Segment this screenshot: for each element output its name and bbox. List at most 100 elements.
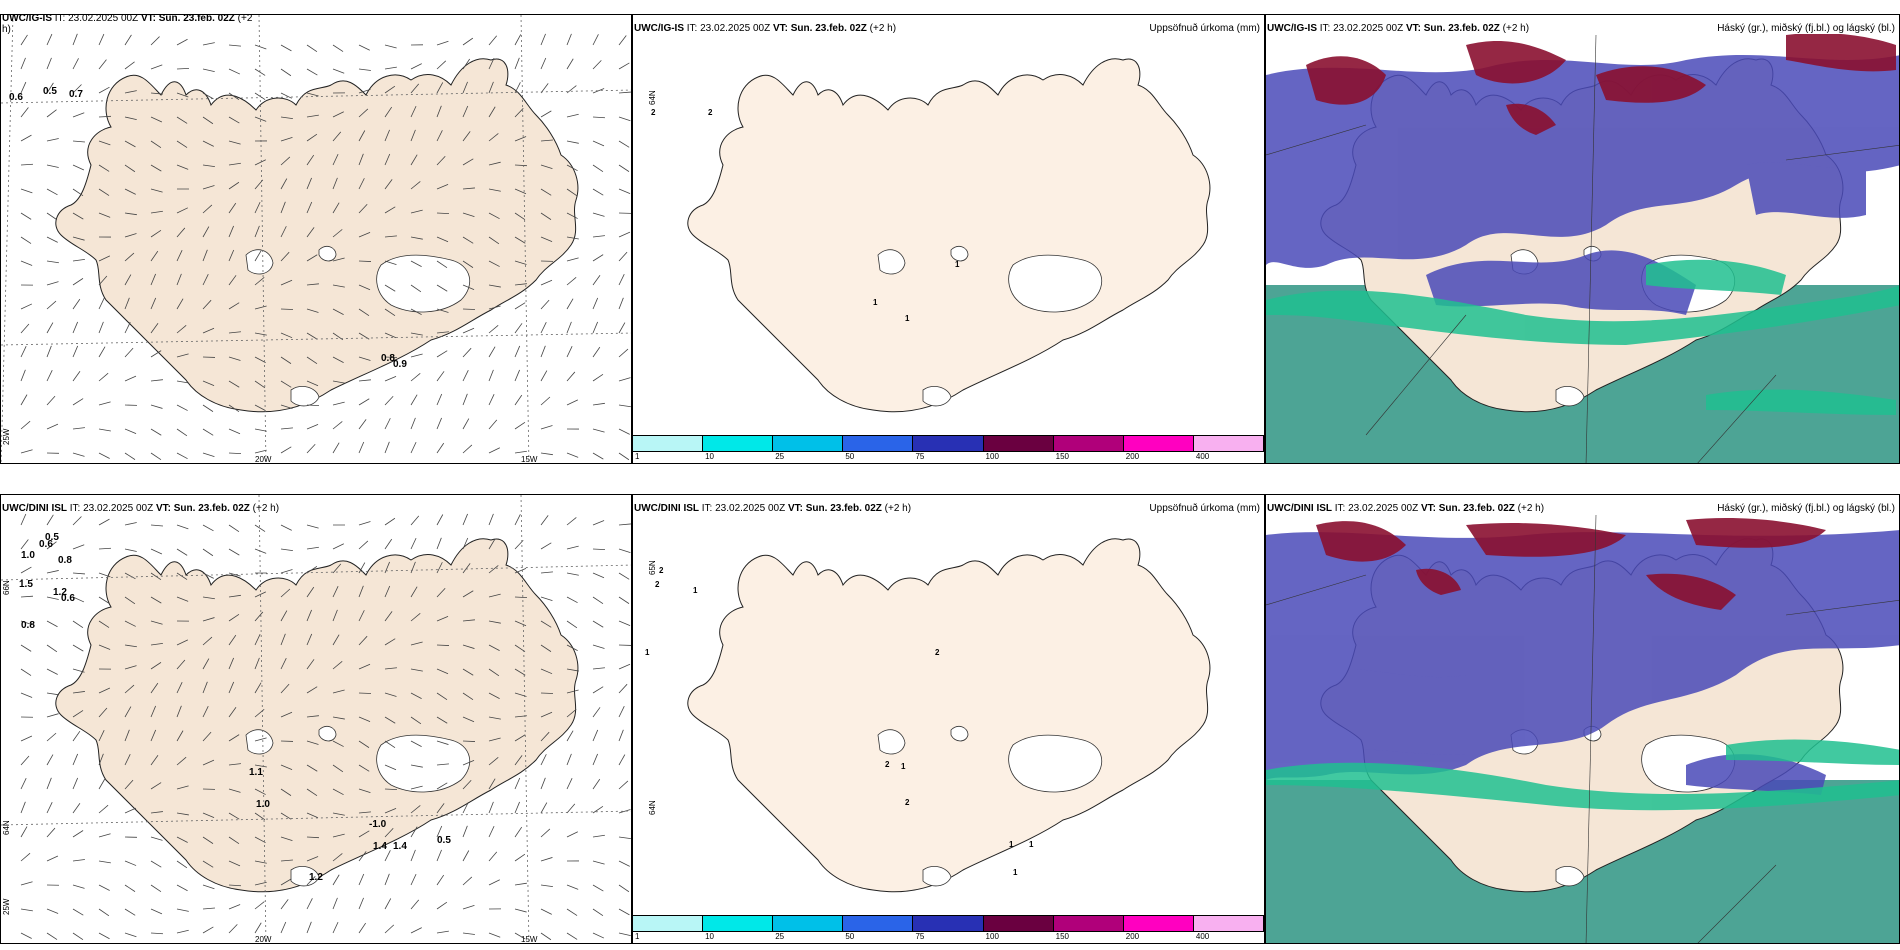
wind-barb: [20, 778, 27, 790]
wind-barb: [20, 323, 30, 334]
wind-barb: [488, 81, 494, 94]
wind-barb: [436, 615, 449, 622]
wind-barb: [462, 81, 468, 94]
graticule: [1, 15, 631, 463]
wind-barb: [98, 518, 110, 526]
colorbar-segment: [633, 916, 704, 931]
wind-barb: [150, 140, 162, 149]
wind-barb: [592, 428, 605, 433]
precip-value: 1.2: [53, 587, 67, 598]
wind-barb: [410, 394, 418, 406]
wind-barb: [98, 164, 110, 172]
precip-value: 1.1: [249, 767, 263, 778]
wind-barb: [566, 777, 573, 790]
wind-barb: [124, 807, 137, 814]
wind-barb: [254, 380, 266, 389]
wind-barb: [72, 427, 85, 430]
wind-barb: [514, 164, 528, 167]
colorbar-segment: [1193, 436, 1264, 451]
wind-barb: [20, 346, 27, 358]
wind-barb: [176, 681, 183, 694]
wind-barb: [436, 156, 446, 166]
glacier: [376, 254, 471, 313]
wind-barb: [98, 297, 105, 310]
precip-value: 1: [645, 648, 650, 657]
wind-barb: [176, 756, 187, 766]
wind-barb: [566, 620, 578, 629]
wind-barb: [72, 932, 84, 941]
wind-barb: [332, 543, 344, 550]
wind-barb: [618, 860, 630, 867]
precip-value: 1: [1009, 840, 1014, 849]
wind-barb: [592, 805, 604, 814]
wind-barb: [436, 587, 446, 598]
coastline: [687, 538, 1211, 893]
wind-barb: [514, 826, 523, 838]
wind-barb: [488, 801, 494, 814]
wind-barb: [124, 116, 137, 120]
wind-barb: [384, 441, 390, 454]
wind-barb: [358, 811, 371, 814]
wind-barb: [618, 377, 631, 382]
wind-barb: [228, 181, 240, 190]
wind-barb: [254, 428, 267, 432]
wind-barb: [462, 370, 469, 382]
wind-barb: [488, 716, 501, 720]
wind-barb: [462, 932, 475, 935]
wind-barb: [566, 33, 572, 46]
wind-barb: [618, 188, 631, 194]
wind-barb: [384, 740, 396, 748]
wind-barb: [306, 404, 320, 406]
colorbar-ticks: 1 10 25 50 75 100 150 200 400: [633, 932, 1264, 942]
wind-barb: [514, 57, 520, 70]
wind-barb: [436, 82, 444, 94]
wind-barb: [488, 620, 501, 624]
wind-barb: [306, 44, 318, 53]
wind-barb: [358, 897, 364, 910]
wind-barb: [306, 227, 315, 238]
wind-barb: [566, 517, 577, 526]
wind-barb: [254, 44, 267, 50]
wind-barb: [566, 709, 577, 718]
wind-barb: [306, 254, 318, 262]
wind-barb: [202, 226, 210, 238]
colorbar: [633, 915, 1264, 932]
colorbar-segment: [773, 916, 844, 931]
wind-barb: [254, 449, 267, 454]
wind-barb: [254, 116, 267, 122]
wind-barb: [176, 639, 189, 646]
wind-barb: [410, 308, 422, 315]
wind-barb: [358, 740, 370, 748]
colorbar-tick: 25: [775, 932, 785, 941]
wind-barb: [436, 537, 442, 550]
wind-barb: [306, 836, 320, 839]
wind-barb: [384, 85, 396, 94]
wind-barb: [280, 380, 292, 388]
wind-barb: [150, 782, 162, 790]
wind-barb: [410, 537, 417, 550]
wind-barb: [124, 779, 134, 790]
wind-barb: [20, 369, 26, 382]
wind-barb: [228, 734, 240, 742]
wind-barb: [436, 308, 449, 313]
precip-value: 0.8: [58, 555, 72, 566]
wind-barb: [618, 452, 630, 461]
wind-barb: [566, 545, 579, 550]
wind-barb: [20, 394, 28, 406]
wind-barb: [462, 716, 475, 723]
wind-barb: [202, 404, 214, 412]
wind-barb: [332, 131, 342, 142]
wind-barb: [150, 164, 162, 172]
lon-label-15w: 15W: [521, 935, 538, 944]
wind-barb: [124, 908, 136, 916]
wind-barb: [124, 252, 135, 262]
wind-barb: [514, 323, 523, 334]
wind-barb: [176, 207, 188, 214]
wind-barb: [462, 37, 474, 46]
wind-barb: [462, 876, 473, 886]
wind-barb: [46, 345, 52, 358]
colorbar-segment: [843, 436, 914, 451]
wind-barb: [410, 641, 423, 646]
wind-barb: [540, 396, 551, 406]
wind-barb: [384, 44, 397, 49]
